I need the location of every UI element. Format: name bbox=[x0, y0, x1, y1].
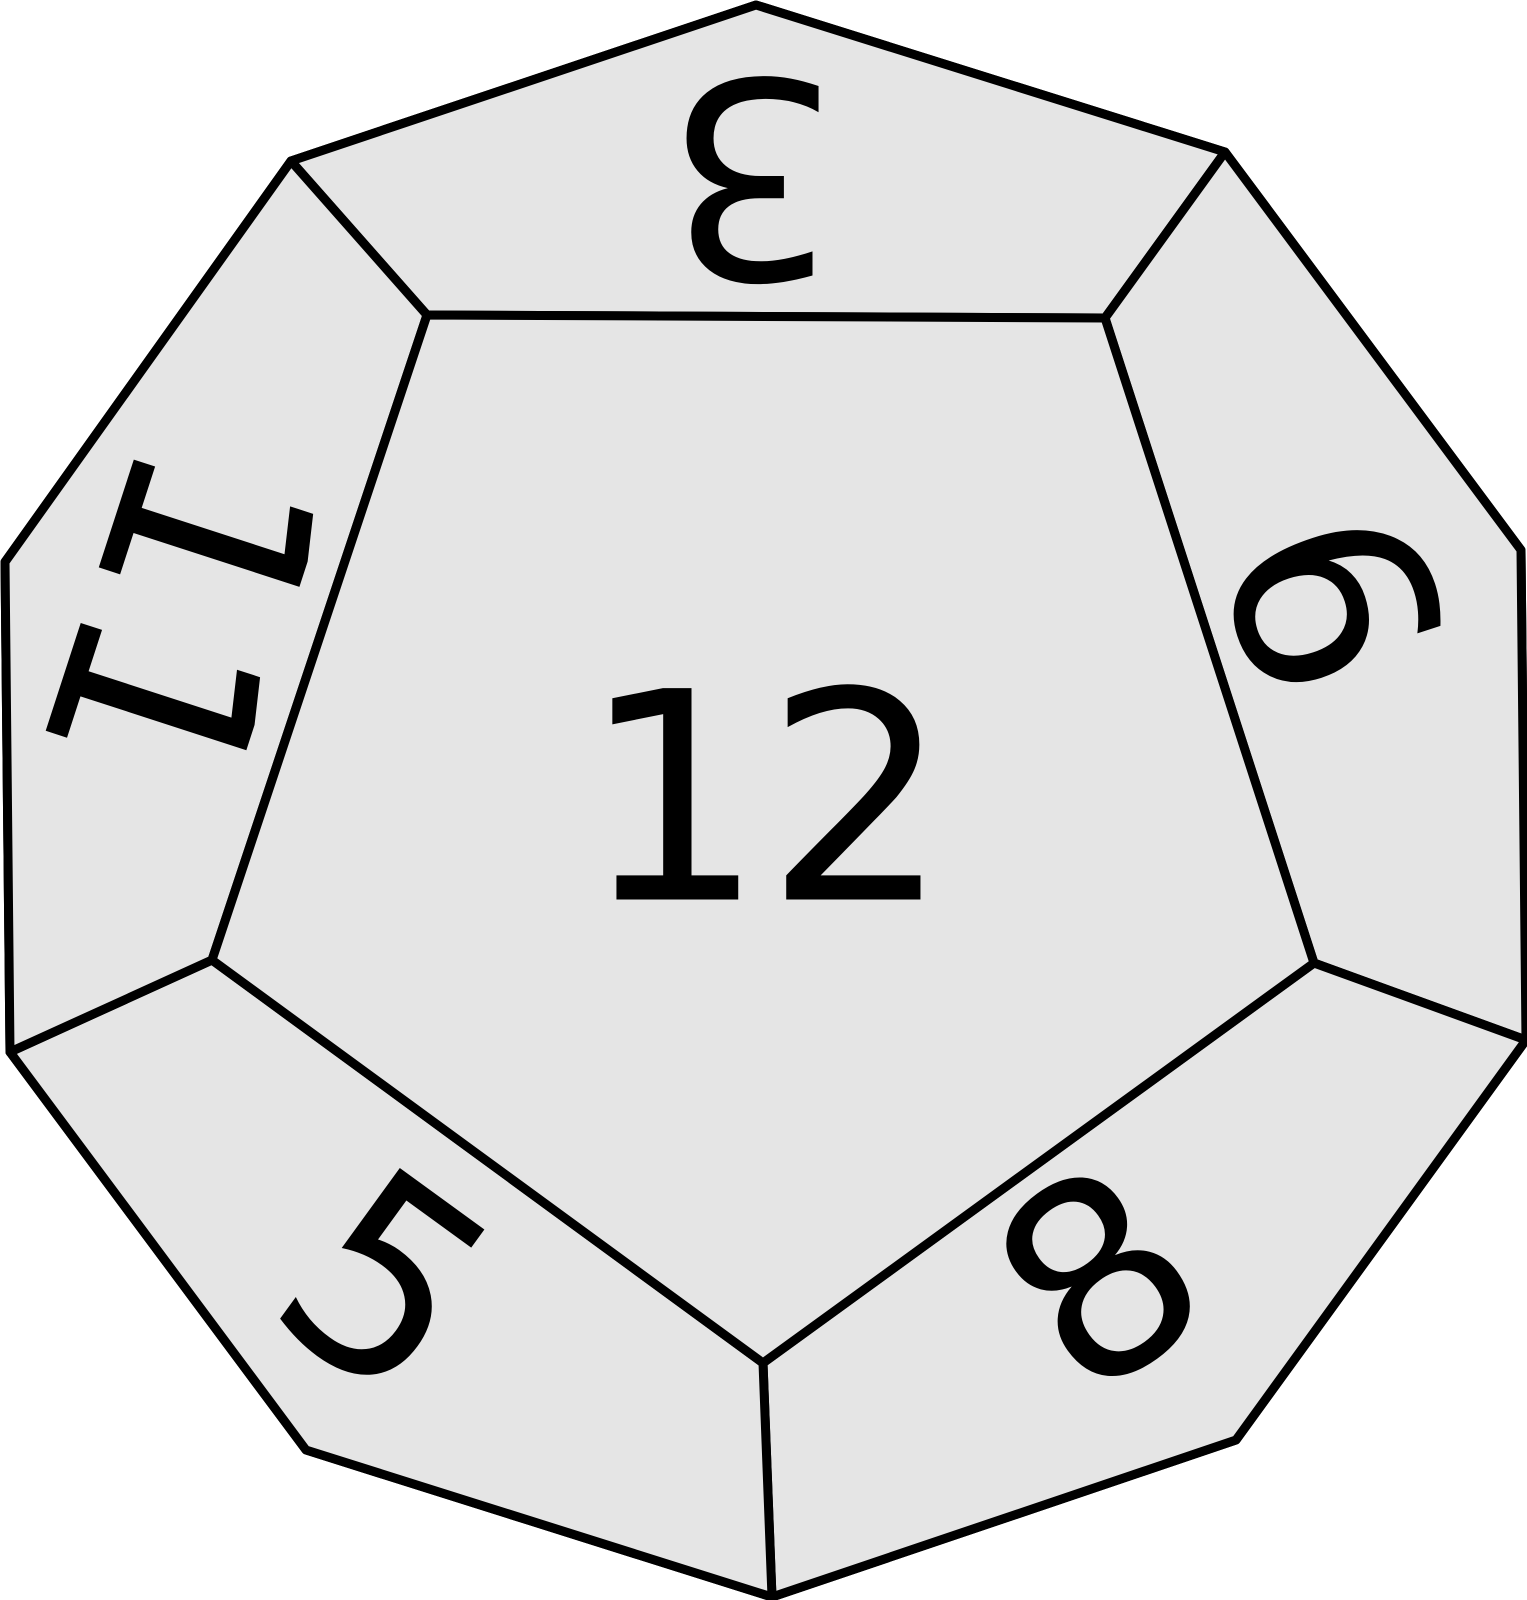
face-upper-left bbox=[0, 156, 432, 1057]
face-center bbox=[207, 310, 1319, 1368]
face-number-top: 3 bbox=[665, 15, 840, 335]
face-number-center: 12 bbox=[580, 632, 949, 969]
